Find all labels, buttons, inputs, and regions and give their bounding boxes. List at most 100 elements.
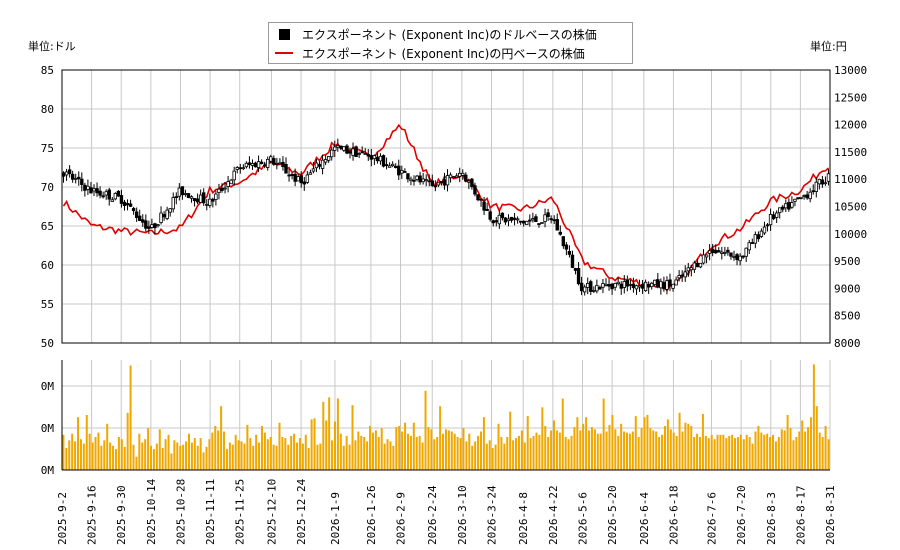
x-tick-label: 2025-10-14: [145, 478, 158, 545]
candlestick: [165, 206, 169, 221]
candlestick: [272, 155, 276, 166]
candle-body: [747, 242, 751, 251]
candlestick: [622, 275, 626, 294]
volume-bar: [328, 397, 331, 470]
x-tick-label: 2026-5-20: [606, 485, 619, 545]
candlestick: [397, 159, 401, 181]
candle-body: [125, 203, 130, 206]
candlestick: [369, 148, 374, 167]
candlestick: [138, 209, 142, 221]
candlestick: [512, 212, 517, 226]
volume-bar: [669, 429, 672, 470]
volume-bars: [62, 364, 830, 470]
candlestick: [74, 173, 78, 184]
candle-body: [186, 193, 191, 198]
volume-bar: [117, 437, 120, 470]
candle-body: [406, 173, 410, 180]
candle-body: [714, 249, 718, 254]
volume-bar: [331, 440, 334, 470]
candle-body: [330, 149, 334, 158]
volume-bar: [666, 419, 669, 470]
candle-body: [695, 262, 700, 268]
candle-body: [211, 198, 215, 202]
y-right-tick-label: 10500: [834, 201, 867, 214]
candlestick: [628, 279, 633, 290]
candlestick: [433, 180, 438, 192]
candlestick: [674, 276, 678, 286]
volume-bar: [296, 442, 299, 470]
candlestick: [302, 176, 306, 191]
volume-bar: [456, 437, 459, 470]
volume-bar: [541, 407, 544, 470]
candlestick: [205, 199, 209, 211]
volume-bar: [801, 420, 804, 470]
candlestick: [110, 196, 114, 202]
volume-bar: [631, 431, 634, 470]
candle-body: [582, 286, 587, 293]
candle-body: [665, 280, 669, 290]
candle-body: [156, 224, 160, 227]
candlestick: [223, 182, 227, 194]
volume-bar: [74, 441, 77, 470]
volume-bar: [263, 432, 266, 470]
candlestick: [77, 171, 81, 186]
candlestick: [710, 243, 715, 257]
volume-bar: [176, 442, 179, 470]
candlestick: [717, 247, 721, 253]
candle-body: [384, 164, 389, 166]
candle-body: [643, 281, 648, 291]
candlestick: [488, 209, 492, 222]
volume-bar: [225, 449, 228, 470]
volume-bar: [360, 435, 363, 470]
candle-body: [528, 219, 532, 222]
candlestick: [546, 208, 550, 221]
candlestick: [208, 193, 212, 208]
volume-bar: [617, 435, 620, 470]
volume-bar: [450, 431, 453, 470]
candle-body: [205, 203, 209, 206]
candlestick: [558, 225, 562, 236]
candlestick: [607, 279, 611, 291]
candle-body: [198, 194, 203, 203]
candlestick: [653, 279, 657, 287]
candle-body: [366, 154, 370, 157]
candle-body: [631, 283, 636, 288]
volume-bar: [812, 364, 815, 470]
left-axis-unit-label: 単位:ドル: [28, 40, 76, 53]
volume-tick-label: 0M: [41, 464, 55, 477]
candle-body: [269, 156, 273, 162]
candle-body: [592, 290, 596, 292]
volume-bar: [88, 433, 91, 470]
candle-body: [171, 197, 175, 210]
y-right-tick-label: 11000: [834, 173, 867, 186]
candle-body: [820, 179, 825, 185]
volume-bar: [380, 428, 383, 470]
volume-bar: [120, 439, 123, 470]
candlestick: [823, 176, 828, 186]
candlestick: [458, 167, 462, 183]
candle-body: [729, 252, 733, 257]
volume-bar: [701, 413, 704, 470]
volume-bar: [477, 435, 480, 470]
candle-body: [141, 219, 145, 223]
candle-body: [689, 267, 694, 271]
volume-bar: [728, 435, 731, 470]
candlestick: [723, 246, 727, 257]
volume-bar: [275, 445, 278, 470]
candlestick: [604, 278, 608, 287]
volume-bar: [342, 445, 345, 470]
volume-bar: [313, 418, 316, 470]
candlestick: [168, 208, 172, 217]
volume-bar: [769, 437, 772, 470]
y-right-tick-label: 12000: [834, 119, 867, 132]
volume-bar: [488, 440, 491, 470]
volume-bar: [406, 433, 409, 470]
candlestick: [634, 284, 639, 295]
volume-bar: [298, 438, 301, 470]
candle-body: [101, 195, 105, 198]
volume-bar: [696, 433, 699, 470]
volume-bar: [97, 432, 100, 470]
candle-body: [70, 173, 75, 180]
candlestick: [515, 216, 520, 224]
volume-bar: [442, 433, 445, 470]
